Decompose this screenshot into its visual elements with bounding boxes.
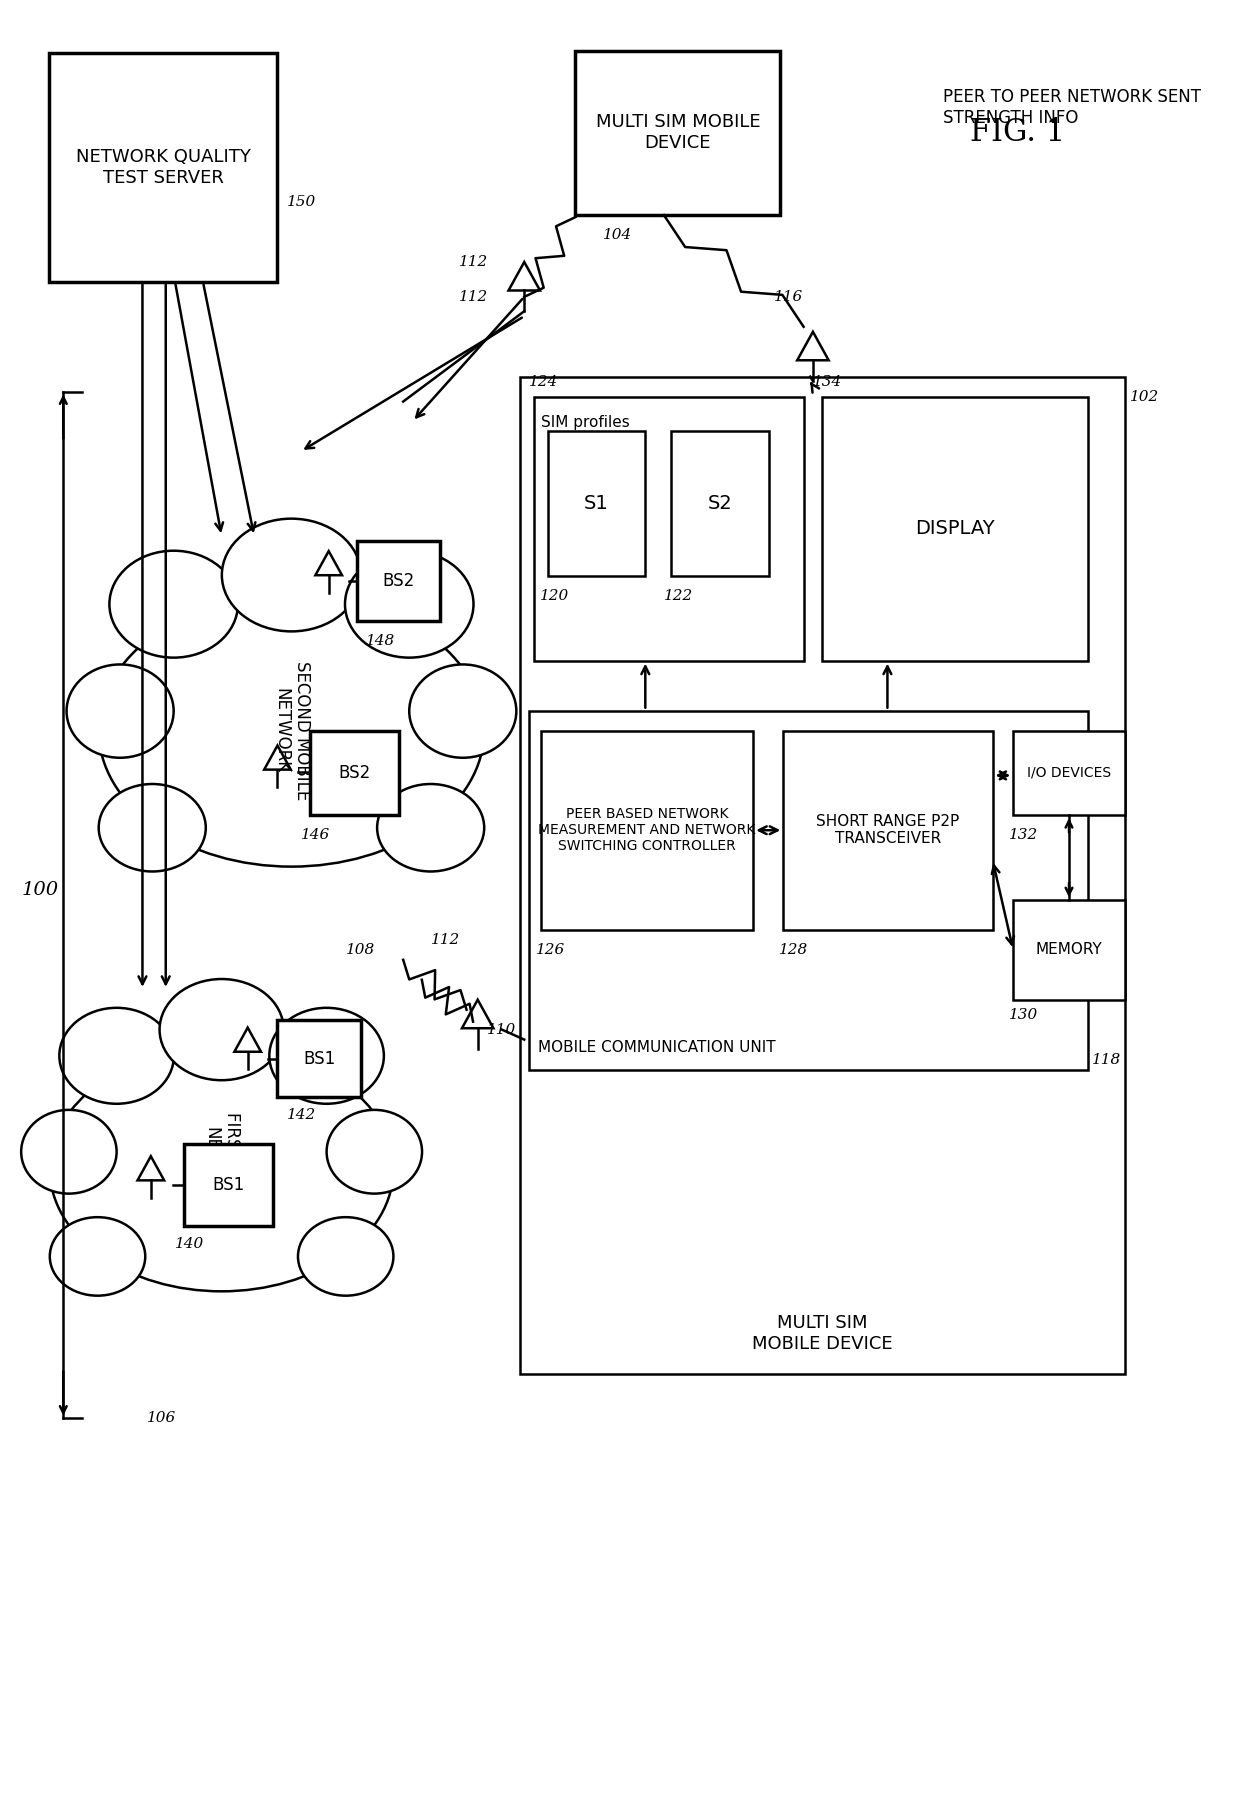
Ellipse shape: [60, 1009, 174, 1103]
Bar: [548, 432, 645, 577]
Bar: [1013, 900, 1125, 1000]
Text: BS2: BS2: [339, 764, 371, 782]
Text: 142: 142: [286, 1108, 316, 1123]
Text: SHORT RANGE P2P
TRANSCEIVER: SHORT RANGE P2P TRANSCEIVER: [816, 814, 960, 847]
Text: S2: S2: [708, 493, 733, 513]
Bar: [278, 1019, 361, 1097]
Text: 118: 118: [1092, 1052, 1121, 1067]
Text: I/O DEVICES: I/O DEVICES: [1027, 766, 1111, 780]
Bar: [575, 51, 780, 216]
Text: 112: 112: [459, 290, 489, 305]
Text: 116: 116: [774, 290, 804, 305]
Text: MULTI SIM
MOBILE DEVICE: MULTI SIM MOBILE DEVICE: [751, 1315, 893, 1353]
Ellipse shape: [99, 595, 484, 867]
Text: MOBILE COMMUNICATION UNIT: MOBILE COMMUNICATION UNIT: [538, 1039, 776, 1054]
Ellipse shape: [345, 551, 474, 658]
Text: SECOND MOBILE
NETWORK: SECOND MOBILE NETWORK: [272, 660, 311, 800]
Bar: [671, 432, 769, 577]
Text: BS1: BS1: [304, 1050, 336, 1067]
Bar: [533, 397, 804, 660]
Bar: [822, 397, 1087, 660]
Text: 140: 140: [175, 1237, 205, 1252]
Text: NETWORK QUALITY
TEST SERVER: NETWORK QUALITY TEST SERVER: [76, 149, 250, 187]
Ellipse shape: [409, 664, 516, 758]
Text: MULTI SIM MOBILE
DEVICE: MULTI SIM MOBILE DEVICE: [595, 114, 760, 152]
Bar: [520, 377, 1125, 1373]
Ellipse shape: [21, 1110, 117, 1194]
Bar: [784, 731, 993, 931]
Text: 128: 128: [779, 943, 807, 956]
Text: 110: 110: [487, 1023, 516, 1036]
Text: 134: 134: [813, 375, 842, 388]
Text: 122: 122: [663, 590, 693, 602]
Bar: [529, 711, 1087, 1070]
Text: PEER BASED NETWORK
MEASUREMENT AND NETWORK
SWITCHING CONTROLLER: PEER BASED NETWORK MEASUREMENT AND NETWO…: [538, 807, 756, 853]
Text: 130: 130: [1008, 1007, 1038, 1021]
Ellipse shape: [377, 784, 484, 871]
Ellipse shape: [222, 519, 361, 631]
Text: DISPLAY: DISPLAY: [915, 519, 994, 539]
Text: 132: 132: [1008, 829, 1038, 842]
Text: 120: 120: [541, 590, 569, 602]
Ellipse shape: [50, 1047, 393, 1292]
Text: 104: 104: [604, 229, 632, 241]
Text: 112: 112: [459, 256, 489, 268]
Text: 102: 102: [1130, 390, 1159, 403]
Ellipse shape: [67, 664, 174, 758]
Text: 124: 124: [529, 375, 558, 388]
Bar: [541, 731, 754, 931]
Text: 100: 100: [21, 882, 58, 900]
Ellipse shape: [269, 1009, 384, 1103]
Text: 150: 150: [286, 194, 316, 209]
Ellipse shape: [50, 1217, 145, 1295]
Text: BS1: BS1: [212, 1175, 244, 1194]
Text: PEER TO PEER NETWORK SENT
STRENGTH INFO: PEER TO PEER NETWORK SENT STRENGTH INFO: [944, 89, 1202, 127]
Bar: [185, 1145, 273, 1226]
Ellipse shape: [298, 1217, 393, 1295]
Text: 148: 148: [366, 633, 396, 648]
Bar: [310, 731, 398, 814]
Ellipse shape: [326, 1110, 422, 1194]
Bar: [50, 53, 278, 281]
Text: S1: S1: [584, 493, 609, 513]
Bar: [357, 541, 440, 620]
Text: 126: 126: [537, 943, 565, 956]
Text: SIM profiles: SIM profiles: [541, 415, 630, 430]
Text: BS2: BS2: [382, 571, 414, 590]
Text: 112: 112: [432, 932, 460, 947]
Text: 146: 146: [301, 829, 330, 842]
Ellipse shape: [109, 551, 238, 658]
Text: FIG. 1: FIG. 1: [970, 116, 1065, 149]
Bar: [1013, 731, 1125, 814]
Text: FIRST MOBILE
NETWORK: FIRST MOBILE NETWORK: [202, 1112, 241, 1226]
Text: 106: 106: [148, 1411, 176, 1426]
Ellipse shape: [99, 784, 206, 871]
Ellipse shape: [160, 980, 284, 1079]
Text: MEMORY: MEMORY: [1035, 941, 1102, 958]
Text: 108: 108: [346, 943, 374, 956]
